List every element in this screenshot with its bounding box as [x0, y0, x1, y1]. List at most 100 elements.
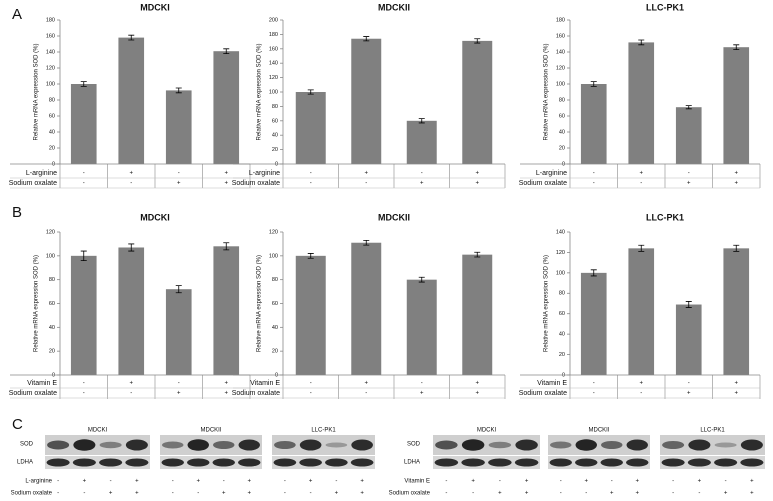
sign: -: [310, 491, 312, 497]
y-tick-label: 0: [275, 372, 278, 378]
band: [46, 458, 70, 467]
band: [325, 442, 348, 448]
sign: +: [475, 381, 479, 387]
y-tick-label: 60: [272, 118, 278, 124]
error-bar: [418, 118, 425, 124]
blot-ldha: [45, 456, 150, 469]
bar: [118, 37, 145, 164]
chart-title: MDCKII: [378, 2, 410, 12]
sign: +: [196, 479, 200, 485]
row-label: L-arginine: [249, 170, 280, 177]
band: [125, 458, 149, 467]
bar: [70, 255, 97, 375]
sign: +: [224, 381, 228, 387]
sign: +: [750, 479, 754, 485]
band: [161, 458, 184, 467]
chart-title: MDCKI: [140, 212, 170, 222]
band: [238, 439, 260, 451]
y-tick-label: 60: [49, 113, 55, 119]
y-tick-label: 40: [559, 129, 565, 135]
blot-sod: [660, 435, 765, 455]
band: [461, 458, 485, 467]
sign: +: [635, 491, 639, 497]
y-tick-label: 160: [46, 33, 55, 39]
bar: [165, 90, 192, 164]
bar: [580, 272, 607, 375]
error-bar: [80, 81, 87, 87]
sign: +: [525, 479, 529, 485]
chart-title: LLC-PK1: [646, 212, 684, 222]
y-tick-label: 160: [269, 46, 278, 52]
y-tick-label: 20: [49, 145, 55, 151]
sign: -: [130, 391, 132, 397]
bar: [406, 279, 437, 375]
y-tick-label: 180: [46, 17, 55, 23]
blot-title: MDCKII: [201, 428, 222, 434]
bar: [295, 255, 326, 375]
band: [72, 458, 96, 467]
condition-label: L-arginine: [25, 479, 52, 485]
error-bar: [175, 285, 182, 294]
sign: -: [593, 181, 595, 187]
blot-row-label: LDHA: [17, 460, 33, 466]
sign: +: [471, 479, 475, 485]
sign: +: [129, 171, 133, 177]
band: [740, 458, 764, 467]
y-tick-label: 40: [559, 332, 565, 338]
sign: -: [310, 381, 312, 387]
y-tick-label: 100: [556, 81, 565, 87]
sign: -: [472, 491, 474, 497]
band: [273, 458, 297, 467]
blot-ldha: [548, 456, 650, 469]
blot-ldha: [433, 456, 540, 469]
bar: [723, 248, 750, 375]
sign: -: [585, 491, 587, 497]
sign: +: [360, 479, 364, 485]
band: [515, 439, 538, 451]
blot-sod: [548, 435, 650, 455]
y-tick-label: 40: [49, 325, 55, 331]
sign: +: [309, 479, 313, 485]
band: [461, 439, 485, 451]
y-axis-label: Relative mRNA expression SOD (%): [257, 255, 263, 352]
sign: -: [640, 181, 642, 187]
blot-title: MDCKI: [477, 428, 497, 434]
y-tick-label: 0: [562, 372, 565, 378]
y-tick-label: 0: [275, 161, 278, 167]
y-tick-label: 0: [52, 372, 55, 378]
row-label: Sodium oxalate: [9, 180, 57, 187]
band: [688, 439, 711, 451]
error-bar: [307, 89, 314, 95]
band: [575, 458, 598, 467]
error-bar: [685, 105, 692, 110]
sign: -: [284, 479, 286, 485]
sign: -: [499, 479, 501, 485]
y-tick-label: 20: [49, 349, 55, 355]
sign: -: [725, 479, 727, 485]
sign: -: [57, 479, 59, 485]
blot-sod: [272, 435, 375, 455]
bar: [351, 38, 382, 164]
sign: +: [177, 181, 181, 187]
y-tick-label: 100: [46, 253, 55, 259]
bar: [462, 40, 493, 164]
band: [274, 441, 296, 449]
sign: +: [734, 181, 738, 187]
blot-sod: [433, 435, 540, 455]
sign: +: [475, 171, 479, 177]
y-tick-label: 180: [269, 32, 278, 38]
bar: [213, 51, 240, 165]
band: [600, 458, 623, 467]
sign: +: [475, 391, 479, 397]
panel-label: B: [12, 204, 22, 221]
sign: -: [445, 491, 447, 497]
blot-ldha: [160, 456, 262, 469]
sign: -: [593, 381, 595, 387]
sign: +: [135, 491, 139, 497]
sign: -: [421, 381, 423, 387]
y-tick-label: 40: [49, 129, 55, 135]
blot-ldha: [660, 456, 765, 469]
sign: -: [172, 491, 174, 497]
row-label: Sodium oxalate: [9, 390, 57, 397]
error-bar: [638, 39, 645, 46]
